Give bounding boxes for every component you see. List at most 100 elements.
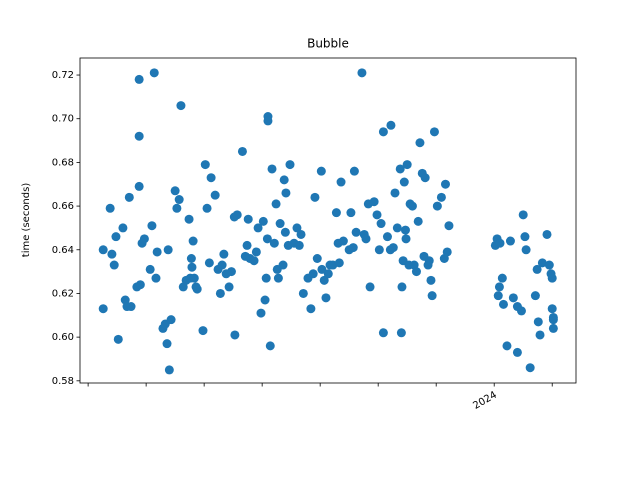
data-point [495,238,505,248]
data-point [298,288,308,298]
data-point [319,275,329,285]
data-point [188,236,198,246]
data-point [249,256,259,266]
data-point [269,238,279,248]
data-point [230,330,240,340]
data-point [278,260,288,270]
data-point [186,254,196,264]
data-point [224,282,234,292]
data-point [139,234,149,244]
data-point [321,293,331,303]
data-point [215,288,225,298]
data-point [547,273,557,283]
data-point [401,234,411,244]
data-point [145,264,155,274]
data-point [294,240,304,250]
data-point [261,273,271,283]
data-point [98,304,108,314]
data-point [323,269,333,279]
data-point [164,365,174,375]
data-point [280,227,290,237]
data-point [390,188,400,198]
data-point [210,190,220,200]
data-point [415,138,425,148]
data-point [426,275,436,285]
data-point [310,192,320,202]
data-point [525,363,535,373]
data-point [365,282,375,292]
data-point [535,330,545,340]
data-point [198,326,208,336]
y-tick-label: 0.62 [52,288,74,299]
data-point [521,245,531,255]
data-point [520,232,530,242]
data-point [170,186,180,196]
data-point [386,120,396,130]
data-point [411,267,421,277]
data-point [548,315,558,325]
data-point [253,223,263,233]
data-point [217,260,227,270]
data-point [262,234,272,244]
y-tick-label: 0.70 [52,114,74,125]
data-point [134,131,144,141]
data-point [98,245,108,255]
data-point [251,247,261,257]
data-point [184,214,194,224]
data-point [267,164,277,174]
data-point [135,280,145,290]
data-point [149,68,159,78]
data-point [361,234,371,244]
data-point [172,203,182,213]
data-point [206,173,216,183]
data-point [256,308,266,318]
data-point [494,282,504,292]
data-point [442,247,452,257]
data-point [444,221,454,231]
data-point [317,264,327,274]
data-point [382,232,392,242]
data-point [376,219,386,229]
data-point [518,210,528,220]
data-point [372,210,382,220]
data-point [505,236,515,246]
data-point [530,291,540,301]
data-point [346,208,356,218]
data-point [440,179,450,189]
data-point [219,249,229,259]
data-point [516,306,526,316]
data-point [351,227,361,237]
data-point [111,232,121,242]
data-point [498,299,508,309]
data-point [243,214,253,224]
data-point [273,273,283,283]
data-point [292,223,302,233]
data-point [285,160,295,170]
y-tick-label: 0.66 [52,201,74,212]
data-point [413,216,423,226]
data-point [395,164,405,174]
data-point [493,291,503,301]
data-point [537,258,547,268]
data-point [200,160,210,170]
data-point [107,249,117,259]
data-point [187,262,197,272]
data-point [338,236,348,246]
data-point [397,282,407,292]
data-point [502,341,512,351]
data-point [306,304,316,314]
data-point [407,201,417,211]
data-point [118,223,128,233]
data-point [312,254,322,264]
y-tick-label: 0.68 [52,157,74,168]
data-point [265,341,275,351]
data-point [204,258,214,268]
data-point [192,284,202,294]
data-point [242,240,252,250]
data-point [166,315,176,325]
y-axis-label: time (seconds) [21,183,32,258]
chart-title: Bubble [307,37,349,51]
y-tick-label: 0.58 [52,376,74,387]
data-point [147,221,157,231]
